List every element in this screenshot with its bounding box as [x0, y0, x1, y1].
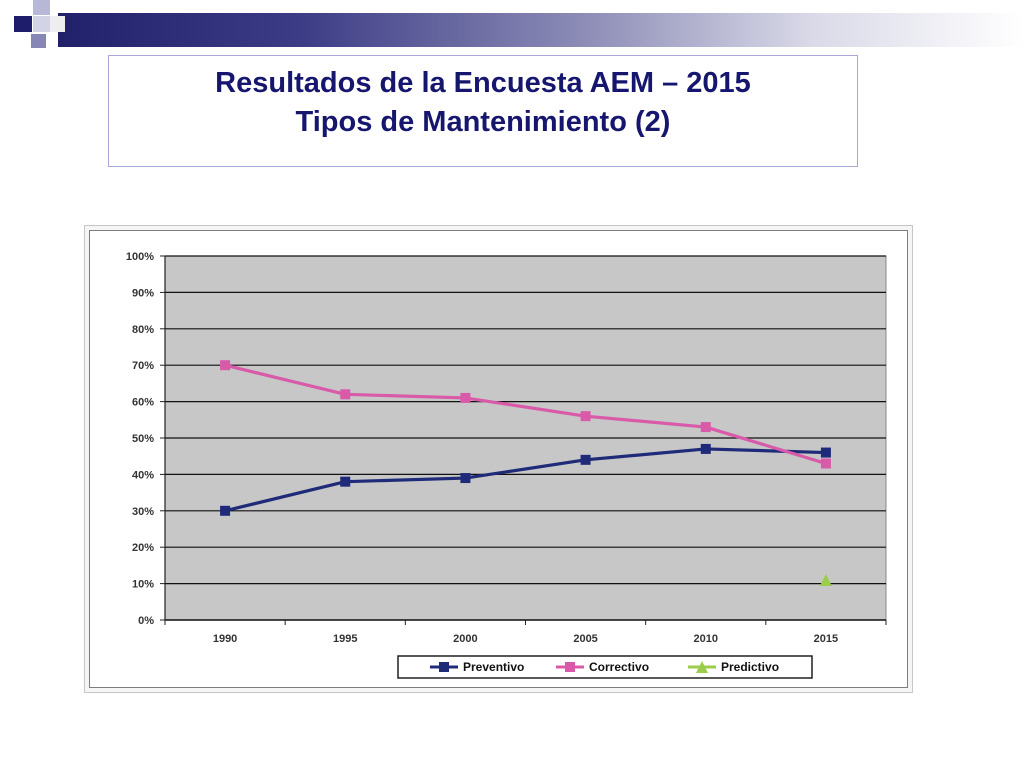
- top-gradient-band: [58, 13, 1024, 47]
- y-tick-label-1: 10%: [132, 579, 154, 591]
- maintenance-line-chart: 0% 10% 20% 30% 40% 50% 60% 70% 80% 90% 100% 1990 199…: [126, 251, 887, 679]
- y-tick-label-7: 70%: [132, 360, 154, 372]
- data-point-preventivo-2005: [580, 454, 591, 465]
- x-tick-label-1995: 1995: [333, 633, 357, 645]
- decorative-square-icon: [33, 0, 50, 15]
- data-point-preventivo-1995: [340, 476, 351, 487]
- decorative-square-icon: [33, 16, 50, 32]
- series-line-preventivo: [223, 447, 828, 513]
- top-decoration: [0, 0, 1024, 48]
- y-tick-label-2: 20%: [132, 542, 154, 554]
- chart-container: 0% 10% 20% 30% 40% 50% 60% 70% 80% 90% 100% 1990 199…: [89, 230, 908, 688]
- data-point-correctivo-2015: [820, 458, 831, 469]
- legend-marker-preventivo: [439, 662, 449, 672]
- y-tick-label-8: 80%: [132, 324, 154, 336]
- data-point-correctivo-2005: [580, 411, 591, 422]
- y-tick-label-9: 90%: [132, 287, 154, 299]
- decorative-square-icon: [31, 34, 46, 48]
- x-tick-label-2000: 2000: [453, 633, 477, 645]
- data-point-correctivo-1990: [220, 360, 231, 371]
- legend-label-preventivo: Preventivo: [463, 660, 524, 674]
- x-tick-label-2005: 2005: [573, 633, 597, 645]
- y-tick-label-10: 100%: [126, 251, 154, 263]
- legend-label-predictivo: Predictivo: [721, 660, 779, 674]
- y-tick-label-5: 50%: [132, 433, 154, 445]
- y-tick-label-0: 0%: [138, 615, 154, 627]
- chart-frame: 0% 10% 20% 30% 40% 50% 60% 70% 80% 90% 100% 1990 199…: [84, 225, 913, 693]
- decorative-square-icon: [50, 16, 65, 32]
- y-tick-label-3: 30%: [132, 506, 154, 518]
- data-point-correctivo-2010: [700, 422, 711, 433]
- data-point-predictivo-2015: [819, 573, 832, 586]
- data-point-preventivo-2000: [460, 473, 471, 484]
- decorative-square-icon: [14, 16, 32, 32]
- series-line-correctivo: [223, 363, 828, 466]
- title-box: Resultados de la Encuesta AEM – 2015 Tip…: [108, 55, 858, 167]
- legend-marker-predictivo: [696, 661, 708, 673]
- slide-title-line-2: Tipos de Mantenimiento (2): [295, 106, 671, 138]
- y-tick-label-6: 60%: [132, 397, 154, 409]
- legend-box: [397, 655, 813, 679]
- slide-title-line-1: Resultados de la Encuesta AEM – 2015: [215, 67, 751, 99]
- legend-marker-correctivo: [565, 662, 575, 672]
- x-tick-label-1990: 1990: [213, 633, 237, 645]
- x-tick-label-2015: 2015: [814, 633, 838, 645]
- x-tick-label-2010: 2010: [694, 633, 718, 645]
- data-point-correctivo-2000: [460, 392, 471, 403]
- data-point-preventivo-2010: [700, 443, 711, 454]
- data-point-preventivo-2015: [820, 447, 831, 458]
- data-point-preventivo-1990: [220, 505, 231, 516]
- data-point-correctivo-1995: [340, 389, 351, 400]
- y-tick-label-4: 40%: [132, 469, 154, 481]
- legend-label-correctivo: Correctivo: [589, 660, 649, 674]
